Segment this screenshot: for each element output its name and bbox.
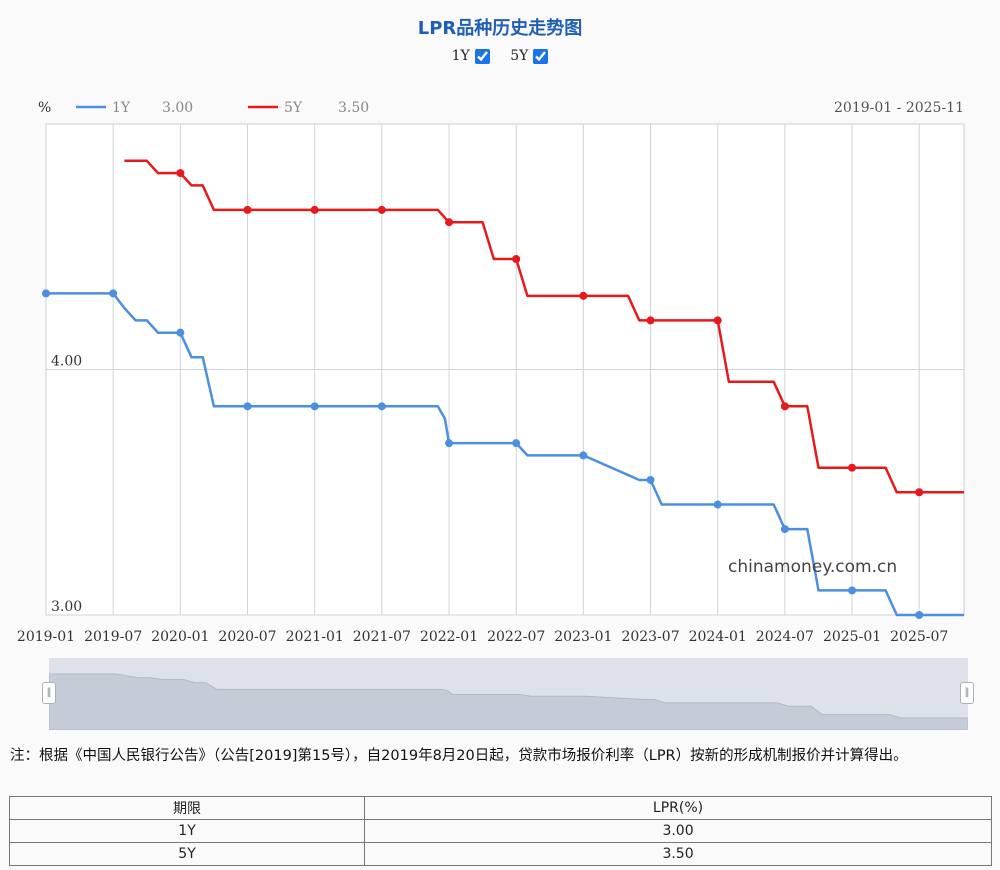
data-point-5y: [579, 291, 588, 300]
x-tick-label: 2023-01: [554, 629, 612, 645]
data-point-1y: [780, 525, 789, 534]
legend-5y-name: 5Y: [284, 100, 303, 116]
table-cell-term: 5Y: [8, 842, 366, 866]
toggle-5y[interactable]: 5Y: [510, 48, 549, 64]
lpr-chart: 2019-01 2019-07 2020-01 2020-07 2021-01 2021-…: [0, 88, 1000, 648]
data-point-5y: [713, 316, 722, 325]
data-point-5y: [310, 205, 319, 214]
zoom-preview-area: [48, 673, 969, 731]
y-tick-label: 3.00: [51, 599, 82, 615]
x-tick-label: 2025-01: [823, 629, 881, 645]
data-point-1y: [109, 289, 118, 298]
data-point-1y: [445, 439, 454, 448]
data-point-5y: [512, 255, 521, 264]
chart-markers: [42, 169, 924, 619]
data-point-1y: [512, 439, 521, 448]
table-header-term: 期限: [8, 796, 366, 820]
data-point-1y: [310, 402, 319, 411]
data-point-1y: [579, 451, 588, 460]
series-line-1y: [46, 292, 964, 617]
legend-5y[interactable]: 5Y 3.50: [248, 100, 369, 116]
toggle-1y-checkbox[interactable]: [474, 48, 490, 64]
x-tick-label: 2025-07: [890, 629, 948, 645]
series-line-5y: [124, 159, 964, 494]
data-point-5y: [445, 218, 454, 227]
zoom-preview: [48, 658, 969, 731]
data-point-1y: [176, 328, 185, 337]
data-point-5y: [848, 463, 857, 472]
x-tick-label: 2024-07: [756, 629, 814, 645]
table-cell-rate: 3.50: [364, 842, 992, 866]
data-point-5y: [377, 205, 386, 214]
legend-1y-value: 3.00: [162, 100, 193, 116]
chart-grid: [45, 123, 965, 616]
data-point-5y: [243, 205, 252, 214]
x-tick-label: 2019-01: [17, 629, 75, 645]
footnote: 注：根据《中国人民银行公告》（公告[2019]第15号），自2019年8月20日…: [10, 748, 908, 764]
lpr-table: 期限 LPR(%) 1Y 3.00 5Y 3.50: [8, 796, 992, 866]
data-point-1y: [915, 611, 924, 619]
data-point-1y: [377, 402, 386, 411]
x-tick-label: 2021-01: [286, 629, 344, 645]
date-range-label: 2019-01 - 2025-11: [834, 100, 964, 116]
data-point-1y: [243, 402, 252, 411]
table-cell-rate: 3.00: [364, 819, 992, 843]
zoom-handle-left[interactable]: ‖: [42, 682, 56, 704]
series-toggles: 1Y 5Y: [0, 48, 1000, 64]
x-tick-label: 2021-07: [353, 629, 411, 645]
table-row: 5Y 3.50: [8, 842, 992, 866]
watermark: chinamoney.com.cn: [728, 557, 897, 577]
x-tick-label: 2020-01: [151, 629, 209, 645]
y-axis-unit: %: [38, 100, 51, 116]
data-point-1y: [713, 500, 722, 509]
table-cell-term: 1Y: [8, 819, 366, 843]
data-point-5y: [176, 169, 185, 178]
x-tick-label: 2023-07: [621, 629, 679, 645]
legend-1y[interactable]: 1Y 3.00: [76, 100, 193, 116]
x-tick-label: 2019-07: [84, 629, 142, 645]
data-point-5y: [780, 402, 789, 411]
data-point-1y: [42, 289, 50, 298]
x-tick-label: 2022-07: [487, 629, 545, 645]
toggle-5y-label: 5Y: [510, 48, 529, 64]
y-tick-label: 4.00: [51, 354, 82, 370]
lpr-chart-svg: 2019-01 2019-07 2020-01 2020-07 2021-01 2021-…: [17, 100, 965, 646]
legend-1y-name: 1Y: [112, 100, 131, 116]
chart-title: LPR品种历史走势图: [417, 18, 583, 39]
table-row: 1Y 3.00: [8, 819, 992, 843]
data-point-1y: [646, 475, 655, 484]
data-point-5y: [646, 316, 655, 325]
chart-lines: [46, 159, 964, 617]
table-header-rate: LPR(%): [364, 796, 992, 820]
zoom-handle-right[interactable]: ‖: [960, 682, 974, 704]
toggle-5y-checkbox[interactable]: [533, 48, 549, 64]
legend-5y-value: 3.50: [338, 100, 369, 116]
toggle-1y[interactable]: 1Y: [452, 48, 490, 64]
data-point-5y: [915, 488, 924, 497]
table-header-row: 期限 LPR(%): [8, 796, 992, 820]
x-tick-label: 2022-01: [420, 629, 478, 645]
data-point-1y: [848, 586, 857, 595]
zoom-slider[interactable]: ‖ ‖: [42, 658, 974, 731]
x-tick-label: 2020-07: [218, 629, 276, 645]
toggle-1y-label: 1Y: [451, 48, 470, 64]
x-tick-label: 2024-01: [689, 629, 747, 645]
chart-axes: 2019-01 2019-07 2020-01 2020-07 2021-01 2021-…: [17, 354, 948, 646]
